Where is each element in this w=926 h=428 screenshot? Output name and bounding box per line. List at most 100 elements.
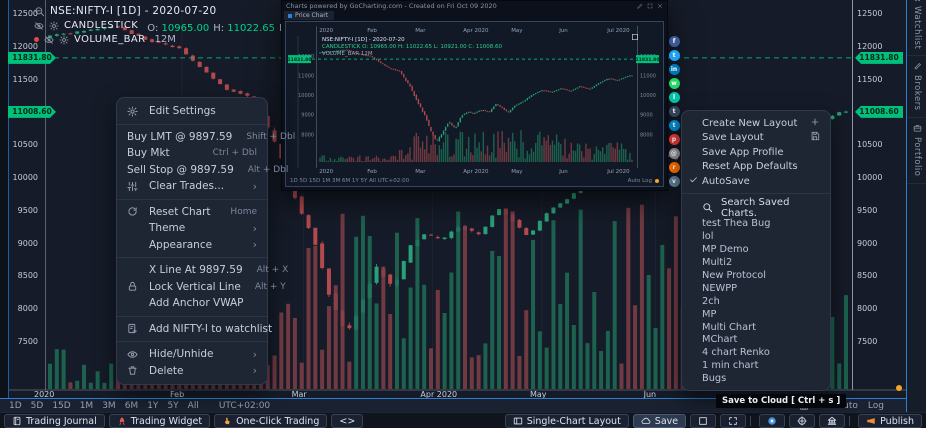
share-facebook-icon[interactable]: f [668, 36, 680, 47]
chat-button[interactable] [759, 414, 786, 428]
menu-item-label: Reset Chart [149, 205, 211, 218]
share-telegram-icon[interactable]: t [668, 120, 680, 131]
context-menu-item-buy-mkt[interactable]: Buy Mkt Ctrl + Dbl [117, 145, 267, 162]
saved-chart-mp[interactable]: MP [702, 308, 717, 320]
context-menu-item-hide-unhide[interactable]: Hide/Unhide › [117, 346, 267, 363]
trading-widget-button[interactable]: Trading Widget [108, 414, 211, 428]
share-reddit-icon[interactable]: r [668, 162, 680, 173]
series-settings-icon[interactable] [49, 16, 59, 35]
timeframe-5d[interactable]: 5D [30, 401, 44, 411]
check-icon [689, 175, 698, 187]
context-menu-item-lock-vertical-line[interactable]: Lock Vertical Line Alt + Y [117, 279, 286, 296]
layout-menu-item-reset-app-defaults[interactable]: Reset App Defaults [682, 160, 830, 175]
context-menu-item-add-nifty-i-to-watchlist[interactable]: Add NIFTY-I to watchlist [117, 321, 272, 338]
context-menu-item-appearance[interactable]: Appearance › [117, 237, 267, 254]
eye-off-icon[interactable] [44, 35, 54, 45]
saved-chart-mp-demo[interactable]: MP Demo [702, 244, 749, 256]
log-scale-toggle[interactable]: Log [867, 401, 884, 411]
sidebar-tab-watchlist[interactable]: Watchlist [907, 0, 926, 57]
saved-chart-multi-chart[interactable]: Multi Chart [702, 321, 756, 333]
frame-button[interactable] [690, 414, 717, 428]
timezone-label[interactable]: UTC+02:00 [218, 401, 271, 411]
single-chart-layout-button[interactable]: Single-Chart Layout [504, 414, 629, 428]
share-email-icon[interactable]: @ [668, 148, 680, 159]
timeframe-1y[interactable]: 1Y [147, 401, 159, 411]
sidebar-tab-brokers[interactable]: Brokers [907, 56, 926, 119]
share-tumblr-icon[interactable]: t [668, 106, 680, 117]
price-label: 11008.60 [8, 105, 56, 118]
saved-chart-test-thea-bug[interactable]: test Thea Bug [702, 218, 771, 230]
chart-preview-window[interactable]: Charts powered by GoCharting.com - Creat… [281, 0, 668, 191]
gear-icon [127, 106, 138, 117]
share-whatsapp-icon[interactable]: w [668, 78, 680, 89]
share-linkedin-icon[interactable]: in [668, 64, 680, 75]
target-button[interactable] [789, 414, 816, 428]
volume-settings-icon[interactable] [59, 30, 69, 49]
context-menu-item-delete[interactable]: Delete › [117, 363, 267, 380]
save-button[interactable]: Save [632, 414, 687, 428]
saved-chart-multi2[interactable]: Multi2 [702, 257, 733, 269]
close-icon[interactable] [657, 3, 663, 9]
menu-item-label: AutoSave [702, 175, 750, 187]
share-line-icon[interactable]: l [668, 92, 680, 103]
share-vk-icon[interactable]: v [668, 176, 680, 187]
layout-menu-item-autosave[interactable]: AutoSave [682, 174, 830, 189]
saved-chart-2ch[interactable]: 2ch [702, 295, 720, 307]
bank-button[interactable] [819, 414, 846, 428]
context-menu-item-edit-settings[interactable]: Edit Settings [117, 103, 267, 120]
collapsed-drawing-toolbar[interactable] [0, 0, 9, 398]
series-name: CANDLESTICK [64, 19, 139, 31]
layout-menu-item-save-layout[interactable]: Save Layout [682, 131, 830, 146]
preview-chart[interactable]: 1200012000110001100010000100009000900080… [285, 21, 664, 187]
search-saved-charts[interactable]: Search Saved Charts. [682, 197, 830, 219]
timeframe-3m[interactable]: 3M [102, 401, 116, 411]
saved-chart-newpp[interactable]: NEWPP [702, 282, 738, 294]
price-tick: 8000 [17, 304, 38, 314]
context-menu-item-sell-stop-9897-59[interactable]: Sell Stop @ 9897.59 Alt + Dbl [117, 162, 288, 179]
frame-icon[interactable] [631, 33, 639, 41]
trading-journal-button[interactable]: Trading Journal [4, 414, 105, 428]
share-twitter-icon[interactable]: t [668, 50, 680, 61]
eye-off-icon[interactable] [34, 21, 44, 31]
expand-icon[interactable] [647, 3, 653, 9]
preview-timeframes[interactable]: 1D 5D 15D 1M 3M 6M 1Y 5Y All UTC+02:00 [290, 177, 410, 184]
saved-chart-lol[interactable]: lol [702, 231, 714, 243]
saved-chart-mchart[interactable]: MChart [702, 334, 738, 346]
screenshot-icon[interactable] [631, 26, 639, 45]
expand-button[interactable] [720, 414, 747, 428]
saved-chart-new-protocol[interactable]: New Protocol [702, 270, 766, 281]
timeframe-6m[interactable]: 6M [124, 401, 139, 411]
saved-chart-4-chart-renko[interactable]: 4 chart Renko [702, 347, 770, 359]
timeframe-1d[interactable]: 1D [9, 401, 22, 411]
context-menu-item-x-line-at-9897-59[interactable]: X Line At 9897.59 Alt + X [117, 262, 288, 279]
menu-item-label: Buy LMT @ 9897.59 [127, 130, 233, 143]
preview-auto-log[interactable]: Auto Log [627, 177, 652, 184]
layout-menu-item-create-new-layout[interactable]: Create New Layout [682, 116, 830, 131]
context-menu-item-clear-trades[interactable]: Clear Trades... › [117, 178, 267, 195]
saved-chart-bugs[interactable]: Bugs [702, 373, 727, 385]
tab-price-chart[interactable]: Price Chart [284, 11, 335, 20]
context-menu-item-add-anchor-vwap[interactable]: Add Anchor VWAP [117, 295, 267, 312]
zoom-out-icon[interactable] [34, 6, 45, 17]
publish-button[interactable]: Publish [858, 414, 922, 428]
layout-menu-item-save-app-profile[interactable]: Save App Profile [682, 145, 830, 160]
pencil-icon[interactable] [637, 3, 643, 9]
context-menu-item-buy-lmt-9897-59[interactable]: Buy LMT @ 9897.59 Shift + Dbl [117, 129, 295, 146]
share-pinterest-icon[interactable]: p [668, 134, 680, 145]
timeframe-5y[interactable]: 5Y [167, 401, 179, 411]
gear-icon[interactable] [59, 34, 69, 45]
timeframe-15d[interactable]: 15D [52, 401, 71, 411]
saved-chart-1-min-chart[interactable]: 1 min chart [702, 360, 759, 372]
sidebar-tab-portfolio[interactable]: Portfolio [907, 118, 926, 184]
-button[interactable]: <> [331, 414, 364, 428]
timeframe-1m[interactable]: 1M [79, 401, 94, 411]
auto-scale-toggle[interactable]: Auto [837, 401, 858, 411]
context-menu-item-theme[interactable]: Theme › [117, 220, 267, 237]
hide-series-icon[interactable] [34, 16, 44, 35]
hide-volume-icon[interactable] [44, 30, 54, 49]
one-click-trading-button[interactable]: One-Click Trading [214, 414, 328, 428]
timeframe-all[interactable]: All [187, 401, 199, 411]
zoom-out-icon[interactable] [34, 2, 45, 21]
context-menu-item-reset-chart[interactable]: Reset Chart Home [117, 204, 267, 221]
gear-icon[interactable] [49, 20, 59, 31]
